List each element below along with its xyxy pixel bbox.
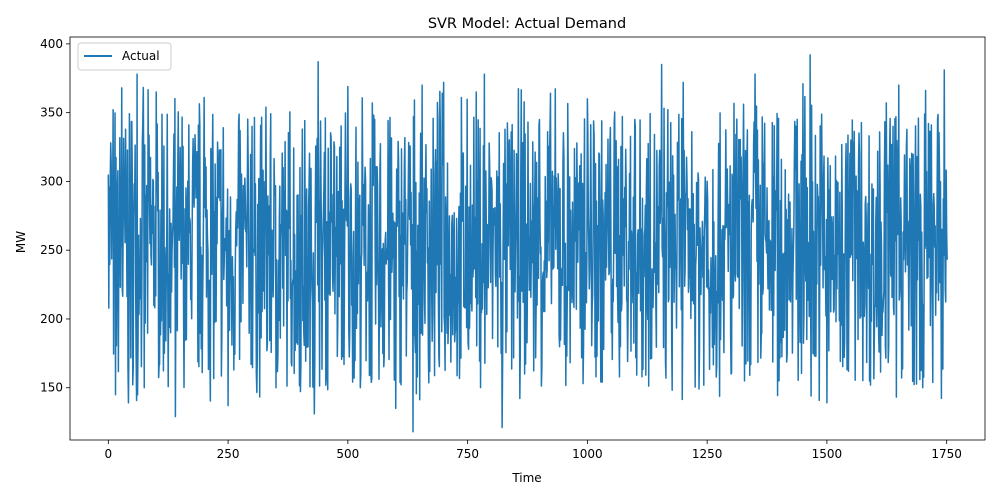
x-tick-label: 500 xyxy=(336,447,359,461)
plot-area xyxy=(69,36,986,441)
x-tick-label: 1500 xyxy=(812,447,843,461)
x-tick-label: 250 xyxy=(217,447,240,461)
x-axis-label: Time xyxy=(511,471,541,485)
axes-frame xyxy=(69,36,986,441)
legend: Actual xyxy=(77,42,172,71)
y-tick-label: 350 xyxy=(40,106,63,120)
y-axis-label: MW xyxy=(14,231,28,253)
series-line-actual xyxy=(107,54,948,433)
y-tick-label: 400 xyxy=(40,37,63,51)
y-tick-label: 300 xyxy=(40,174,63,188)
y-tick-label: 150 xyxy=(40,381,63,395)
chart-title: SVR Model: Actual Demand xyxy=(428,16,626,32)
y-axis: 150 200 250 300 350 400 xyxy=(40,37,70,395)
x-tick-label: 1750 xyxy=(931,447,962,461)
legend-frame xyxy=(77,42,172,71)
legend-label-actual: Actual xyxy=(122,49,160,63)
x-tick-label: 1000 xyxy=(572,447,603,461)
y-tick-label: 200 xyxy=(40,312,63,326)
y-tick-label: 250 xyxy=(40,243,63,257)
x-tick-label: 750 xyxy=(456,447,479,461)
x-axis: 0 250 500 750 1000 1250 1500 1750 xyxy=(105,440,962,461)
x-tick-label: 1250 xyxy=(692,447,723,461)
x-tick-label: 0 xyxy=(105,447,113,461)
